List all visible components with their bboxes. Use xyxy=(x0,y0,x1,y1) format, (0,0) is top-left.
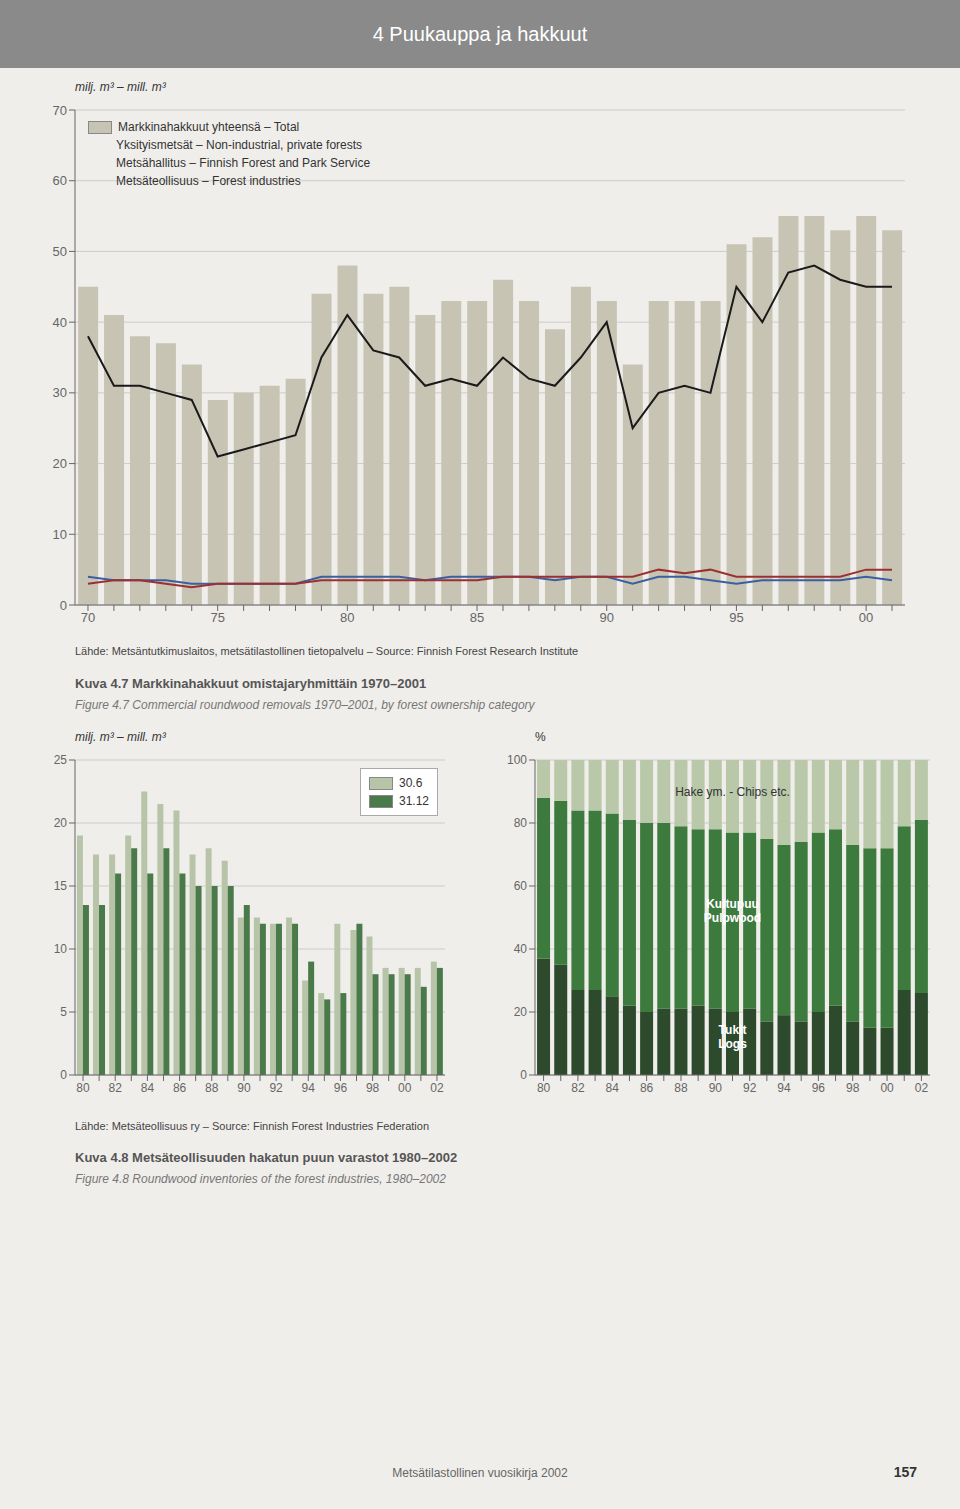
html-text:Metsähallitus – Finnish Forest: Metsähallitus – Finnish Forest and Park … xyxy=(116,156,371,170)
html-text:30.6: 30.6 xyxy=(399,776,423,790)
svg-text:0: 0 xyxy=(60,1068,67,1082)
html-text:Markkinahakkuut yhteensä – Tot: Markkinahakkuut yhteensä – Total xyxy=(118,120,300,134)
svg-text:82: 82 xyxy=(109,1081,123,1095)
svg-text:02: 02 xyxy=(430,1081,444,1095)
svg-text:100: 100 xyxy=(507,753,527,767)
svg-text:84: 84 xyxy=(141,1081,155,1095)
html-text:Figure 4.7 Commercial roundwoo: Figure 4.7 Commercial roundwood removals… xyxy=(75,698,535,712)
html-text:Yksityismetsät – Non-industria: Yksityismetsät – Non-industrial, private… xyxy=(116,138,363,152)
svg-text:20: 20 xyxy=(54,816,68,830)
svg-text:86: 86 xyxy=(640,1081,654,1095)
svg-text:86: 86 xyxy=(173,1081,187,1095)
svg-text:85: 85 xyxy=(470,610,484,625)
html-text:Lähde: Metsäntutkimuslaitos, m: Lähde: Metsäntutkimuslaitos, metsätilast… xyxy=(75,645,579,657)
svg-text:20: 20 xyxy=(53,456,67,471)
html-text:Kuva 4.8 Metsäteollisuuden hak: Kuva 4.8 Metsäteollisuuden hakatun puun … xyxy=(75,1150,458,1165)
svg-text:10: 10 xyxy=(54,942,68,956)
svg-text:96: 96 xyxy=(812,1081,826,1095)
svg-text:00: 00 xyxy=(880,1081,894,1095)
svg-text:Hake ym. - Chips etc.: Hake ym. - Chips etc. xyxy=(675,785,790,799)
svg-text:90: 90 xyxy=(599,610,613,625)
svg-text:5: 5 xyxy=(60,1005,67,1019)
svg-text:84: 84 xyxy=(606,1081,620,1095)
svg-text:TukitLogs: TukitLogs xyxy=(718,1023,747,1051)
svg-text:95: 95 xyxy=(729,610,743,625)
svg-text:10: 10 xyxy=(53,527,67,542)
svg-text:98: 98 xyxy=(846,1081,860,1095)
svg-text:96: 96 xyxy=(334,1081,348,1095)
svg-text:80: 80 xyxy=(76,1081,90,1095)
svg-text:KuitupuuPulpwood: KuitupuuPulpwood xyxy=(704,897,761,925)
svg-text:92: 92 xyxy=(743,1081,757,1095)
svg-text:80: 80 xyxy=(537,1081,551,1095)
html-text:31.12: 31.12 xyxy=(399,794,429,808)
svg-text:80: 80 xyxy=(340,610,354,625)
svg-text:0: 0 xyxy=(60,598,67,613)
svg-text:80: 80 xyxy=(514,816,528,830)
html-text:Figure 4.8 Roundwood inventori: Figure 4.8 Roundwood inventories of the … xyxy=(75,1172,446,1186)
svg-text:98: 98 xyxy=(366,1081,380,1095)
html-text:Metsäteollisuus – Forest indus: Metsäteollisuus – Forest industries xyxy=(116,174,301,188)
svg-text:88: 88 xyxy=(674,1081,688,1095)
svg-text:50: 50 xyxy=(53,244,67,259)
svg-text:15: 15 xyxy=(54,879,68,893)
svg-text:92: 92 xyxy=(269,1081,283,1095)
svg-text:25: 25 xyxy=(54,753,68,767)
html-text:4 Puukauppa ja hakkuut: 4 Puukauppa ja hakkuut xyxy=(372,22,588,45)
html-text:157: 157 xyxy=(893,1464,917,1480)
svg-text:02: 02 xyxy=(915,1081,929,1095)
svg-text:20: 20 xyxy=(514,1005,528,1019)
html-text:Lähde: Metsäteollisuus ry – So: Lähde: Metsäteollisuus ry – Source: Finn… xyxy=(75,1120,429,1132)
svg-text:90: 90 xyxy=(709,1081,723,1095)
svg-text:00: 00 xyxy=(859,610,873,625)
svg-text:70: 70 xyxy=(81,610,95,625)
svg-text:70: 70 xyxy=(53,103,67,118)
svg-text:00: 00 xyxy=(398,1081,412,1095)
svg-text:94: 94 xyxy=(777,1081,791,1095)
svg-text:40: 40 xyxy=(514,942,528,956)
html-text:Metsätilastollinen vuosikirja: Metsätilastollinen vuosikirja 2002 xyxy=(392,1466,568,1480)
svg-text:30: 30 xyxy=(53,385,67,400)
svg-text:60: 60 xyxy=(53,173,67,188)
svg-text:94: 94 xyxy=(302,1081,316,1095)
html-text:milj. m³ – mill. m³: milj. m³ – mill. m³ xyxy=(75,80,166,94)
svg-text:88: 88 xyxy=(205,1081,219,1095)
svg-text:82: 82 xyxy=(571,1081,585,1095)
svg-text:60: 60 xyxy=(514,879,528,893)
html-text:milj. m³ – mill. m³: milj. m³ – mill. m³ xyxy=(75,730,166,744)
svg-text:90: 90 xyxy=(237,1081,251,1095)
svg-text:40: 40 xyxy=(53,315,67,330)
svg-text:0: 0 xyxy=(520,1068,527,1082)
html-text:Kuva 4.7 Markkinahakkuut omist: Kuva 4.7 Markkinahakkuut omistajaryhmitt… xyxy=(75,676,427,691)
svg-text:75: 75 xyxy=(210,610,224,625)
